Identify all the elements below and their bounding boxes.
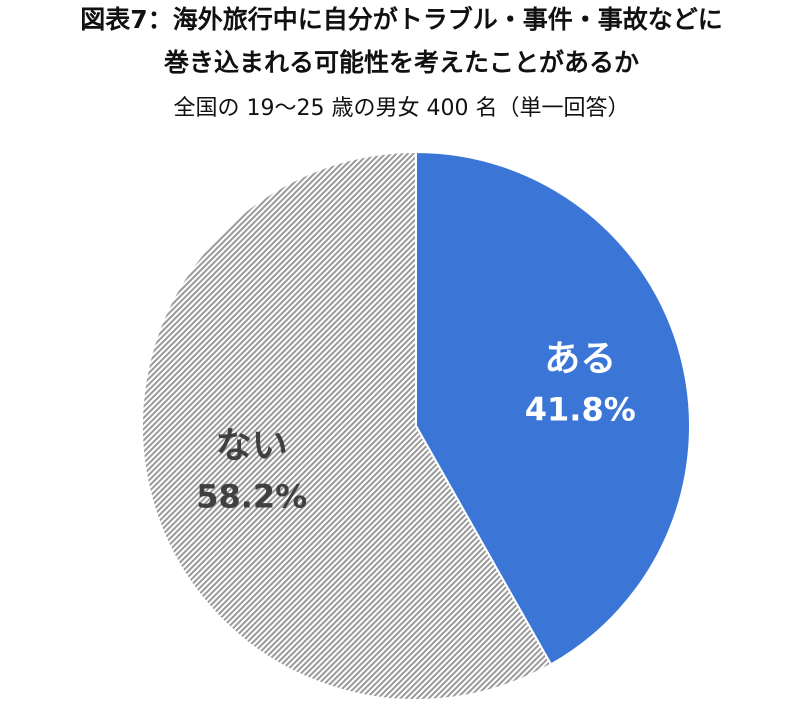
chart-title-line-1: 図表7：海外旅行中に自分がトラブル・事件・事故などに [80,5,723,34]
pie-labels: ある 41.8% ない 58.2% [196,339,636,516]
pie-slice-1 [415,150,691,666]
pie-slice-label-2: ない [216,425,288,466]
pie-slice-value-label-1: 41.8% [525,391,636,429]
chart-title-line-2: 巻き込まれる可能性を考えたことがあるか [163,48,639,77]
pie-slice-value-label-2: 58.2% [196,477,307,515]
pie-slices [141,150,691,701]
chart-subtitle: 全国の 19～25 歳の男女 400 名（単一回答） [173,96,630,121]
pie-slice-2 [141,150,553,701]
pie-slice-label-1: ある [544,339,616,380]
